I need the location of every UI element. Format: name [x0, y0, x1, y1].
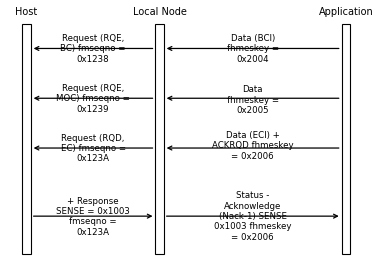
Text: Request (RQE,
MOC) fmseqno =
0x1239: Request (RQE, MOC) fmseqno = 0x1239 [56, 84, 130, 114]
Text: Data (BCI)
fhmeskey =
0x2004: Data (BCI) fhmeskey = 0x2004 [226, 34, 279, 64]
Text: Request (RQE,
BC) fmseqno =
0x1238: Request (RQE, BC) fmseqno = 0x1238 [60, 34, 126, 64]
Text: Data
fhmeskey =
0x2005: Data fhmeskey = 0x2005 [226, 85, 279, 115]
Bar [342, 24, 350, 254]
Text: Local Node: Local Node [133, 7, 187, 17]
Bar [22, 24, 31, 254]
Text: Application: Application [318, 7, 373, 17]
Bar [155, 24, 164, 254]
Text: Host: Host [16, 7, 38, 17]
Text: Data (ECI) +
ACKRQD fhmeskey
= 0x2006: Data (ECI) + ACKRQD fhmeskey = 0x2006 [212, 131, 293, 161]
Text: Request (RQD,
EC) fmseqno =
0x123A: Request (RQD, EC) fmseqno = 0x123A [60, 134, 126, 163]
Text: Status -
Acknowledge
(Nack-1) SENSE
0x1003 fhmeskey
= 0x2006: Status - Acknowledge (Nack-1) SENSE 0x10… [214, 191, 291, 242]
Text: + Response
SENSE = 0x1003
fmseqno =
0x123A: + Response SENSE = 0x1003 fmseqno = 0x12… [56, 196, 130, 237]
